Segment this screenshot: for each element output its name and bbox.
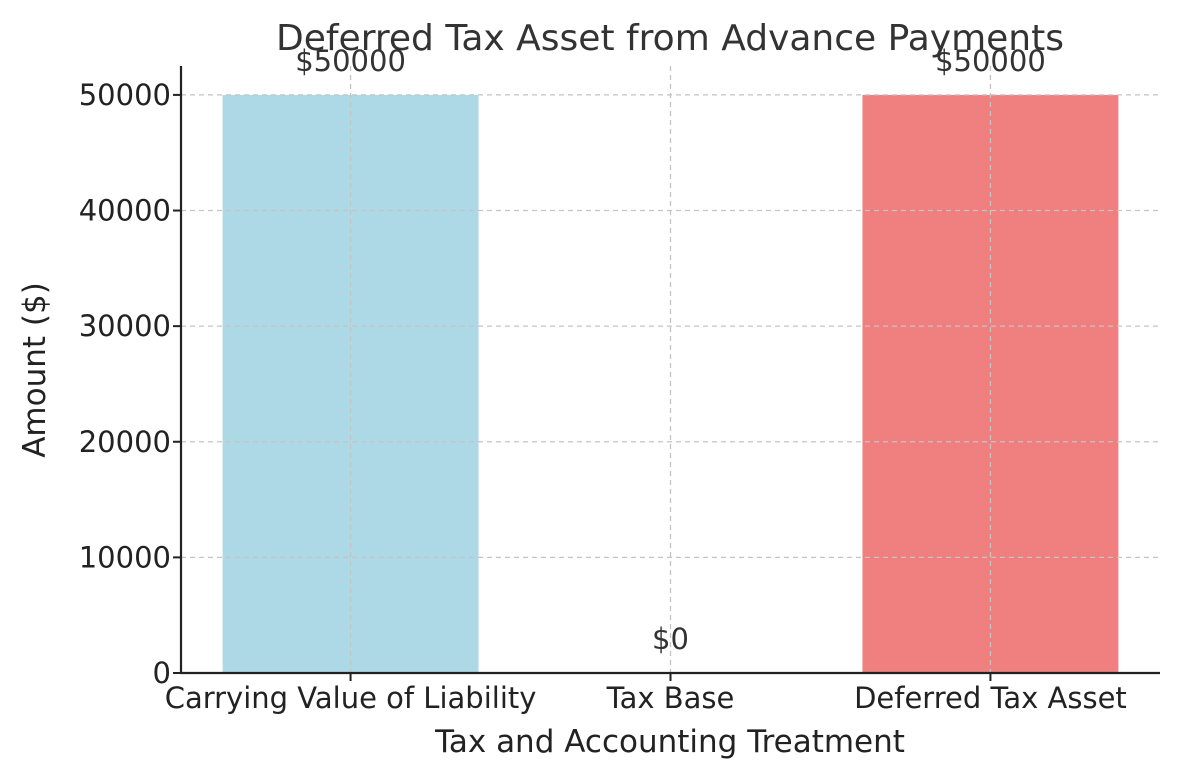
y-tick-label: 50000 (79, 78, 171, 112)
x-tick-label: Deferred Tax Asset (854, 681, 1127, 715)
y-tick-label: 20000 (79, 425, 171, 459)
y-tick-label: 30000 (79, 309, 171, 343)
y-tick-label: 10000 (79, 540, 171, 574)
y-axis-label: Amount ($) (17, 282, 53, 458)
y-tick-label: 0 (153, 656, 171, 690)
x-tick-label: Tax Base (606, 681, 735, 715)
y-tick-label: 40000 (79, 194, 171, 228)
bar-value-label: $50000 (935, 44, 1046, 78)
x-axis-label: Tax and Accounting Treatment (434, 724, 905, 760)
chart-title: Deferred Tax Asset from Advance Payments (276, 18, 1064, 59)
grid-lines (181, 66, 1160, 673)
bar-value-label: $50000 (295, 44, 406, 78)
bar-value-label: $0 (652, 622, 689, 656)
ticks: 0 10000 20000 30000 40000 50000 Carrying Value… (79, 78, 1127, 715)
x-tick-label: Carrying Value of Liability (165, 681, 537, 715)
data-labels: $50000 $0 $50000 (295, 44, 1046, 656)
